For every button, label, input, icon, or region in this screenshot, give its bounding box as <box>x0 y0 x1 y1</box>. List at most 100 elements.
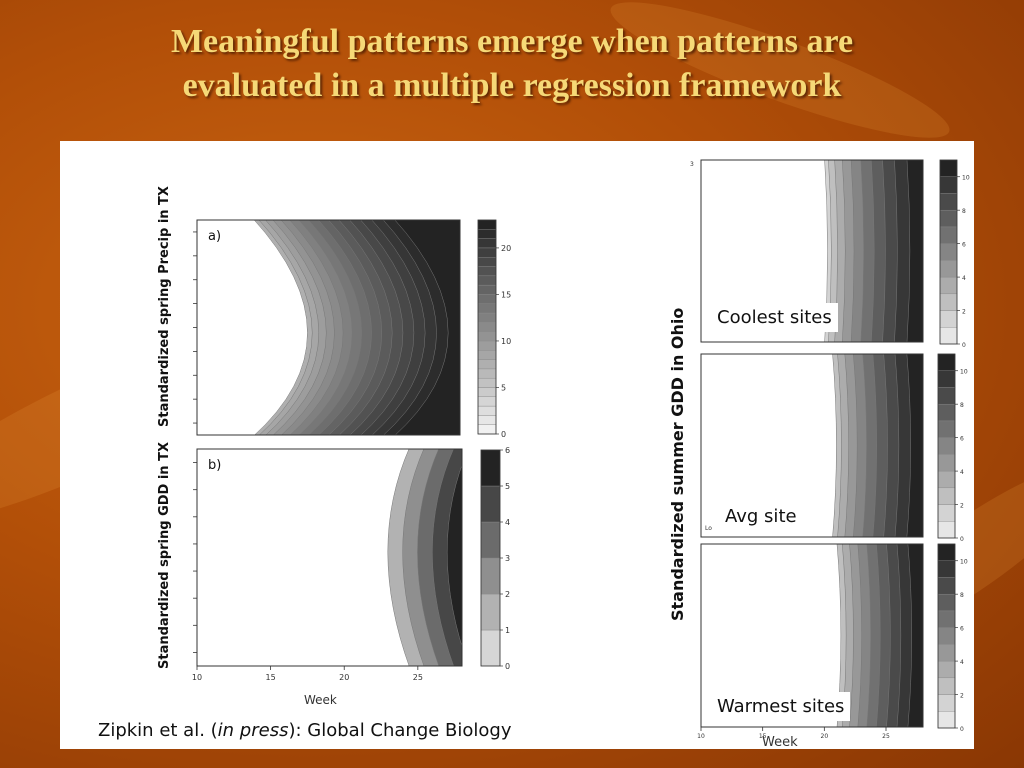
colorbar-segment <box>937 577 956 595</box>
colorbar-tick-label: 2 <box>962 309 966 316</box>
colorbar-tick-label: 0 <box>505 662 510 671</box>
colorbar-tick-label: 2 <box>960 693 964 700</box>
chart-coolest-ytick-top: 3 <box>690 161 694 168</box>
colorbar-segment <box>937 437 956 455</box>
colorbar-segment <box>480 629 501 667</box>
contour-group <box>836 544 923 727</box>
chart-a: 0 5 10 15 20 <box>193 219 511 439</box>
colorbar-segment <box>937 560 956 578</box>
colorbar-segment <box>477 312 497 323</box>
x-tick-label: 15 <box>266 673 276 682</box>
colorbar-segment <box>477 359 497 370</box>
colorbar-tick-label: 8 <box>960 592 964 599</box>
colorbar-tick-label: 8 <box>960 402 964 409</box>
plot-frame <box>196 448 463 667</box>
colorbar-segment <box>480 521 501 559</box>
colorbar-segment <box>939 193 958 211</box>
chart-coolest: 0 2 4 6 8 10 <box>700 159 970 349</box>
x-tick-label: 15 <box>759 733 767 740</box>
colorbar-segment <box>477 387 497 397</box>
contour-band <box>896 544 923 727</box>
colorbar-segment <box>477 266 497 277</box>
colorbar-segment <box>477 331 497 342</box>
contour-band <box>894 354 923 537</box>
x-tick-label: 10 <box>697 733 705 740</box>
colorbar-tick-label: 10 <box>960 559 968 566</box>
colorbar-segment <box>937 694 956 712</box>
x-tick-label: 25 <box>413 673 423 682</box>
ohio-xlabel: Week <box>762 735 798 749</box>
colorbar-tick-label: 10 <box>501 337 511 346</box>
colorbar-tick-label: 10 <box>962 175 970 182</box>
colorbar-segment <box>477 284 497 295</box>
colorbar-segment <box>480 449 501 487</box>
colorbar-tick-label: 8 <box>962 208 966 215</box>
colorbar-segment <box>939 243 958 261</box>
x-tick-label: 20 <box>339 673 349 682</box>
colorbar-segment <box>937 644 956 662</box>
chart-avg-title: Avg site <box>719 502 803 531</box>
colorbar-segment <box>480 557 501 595</box>
colorbar-segment <box>477 238 497 249</box>
plot-frame <box>700 353 924 538</box>
colorbar-segment <box>480 485 501 523</box>
contour-band <box>446 464 462 648</box>
x-tick-label: 25 <box>882 733 890 740</box>
plot-frame <box>700 543 924 728</box>
colorbar-segment <box>937 677 956 695</box>
colorbar-segment <box>477 424 497 435</box>
colorbar-segment <box>937 454 956 472</box>
colorbar-segment <box>937 504 956 522</box>
colorbar-segment <box>939 176 958 194</box>
colorbar-segment <box>937 403 956 422</box>
colorbar-tick-label: 5 <box>505 482 510 491</box>
citation-italic: in press <box>217 720 289 741</box>
colorbar-segment <box>937 370 956 388</box>
colorbar-segment <box>477 322 497 332</box>
colorbar-segment <box>939 293 958 311</box>
citation-rest: ): Global Change Biology <box>288 720 512 741</box>
colorbar-segment <box>937 420 956 438</box>
contour-group <box>824 160 923 342</box>
colorbar-tick-label: 4 <box>960 659 964 666</box>
colorbar-segment <box>477 415 497 425</box>
contour-band <box>894 160 923 342</box>
colorbar-tick-label: 5 <box>501 383 506 392</box>
colorbar-segment <box>477 229 497 239</box>
colorbar-segment <box>477 396 497 407</box>
contour-band <box>394 220 460 435</box>
colorbar-segment <box>937 487 956 505</box>
colorbar-tick-label: 6 <box>960 436 964 443</box>
colorbar-segment <box>939 209 958 228</box>
colorbar-segment <box>477 257 497 267</box>
citation: Zipkin et al. (in press): Global Change … <box>98 720 512 741</box>
x-tick-label: 10 <box>192 673 202 682</box>
colorbar-frame <box>477 219 497 435</box>
colorbar-segment <box>937 711 956 729</box>
colorbar-frame <box>937 353 956 539</box>
chart-warmest: 10 15 20 25 0 2 4 6 8 10 <box>697 543 968 740</box>
colorbar-segment <box>939 260 958 278</box>
colorbar-segment <box>477 350 497 360</box>
colorbar-segment <box>477 377 497 388</box>
colorbar-segment <box>937 387 956 405</box>
colorbar-segment <box>939 226 958 244</box>
colorbar-segment <box>937 627 956 645</box>
chart-b: 10 15 20 25 0 1 2 3 4 5 6 <box>192 446 510 682</box>
x-tick-label: 20 <box>821 733 829 740</box>
colorbar-tick-label: 15 <box>501 290 511 299</box>
chart-coolest-title: Coolest sites <box>711 303 838 332</box>
colorbar-segment <box>477 303 497 314</box>
slide-title-line-1: Meaningful patterns emerge when patterns… <box>170 23 854 60</box>
chart-a-panel-label: a) <box>208 229 222 244</box>
contour-band <box>906 160 923 342</box>
contour-group <box>832 354 923 537</box>
colorbar-segment <box>477 368 497 379</box>
colorbar-tick-label: 1 <box>505 626 510 635</box>
colorbar-segment <box>939 276 958 295</box>
colorbar-tick-label: 4 <box>962 275 966 282</box>
colorbar-segment <box>939 310 958 328</box>
colorbar-tick-label: 6 <box>960 626 964 633</box>
colorbar-tick-label: 3 <box>505 554 510 563</box>
colorbar-segment <box>477 340 497 351</box>
